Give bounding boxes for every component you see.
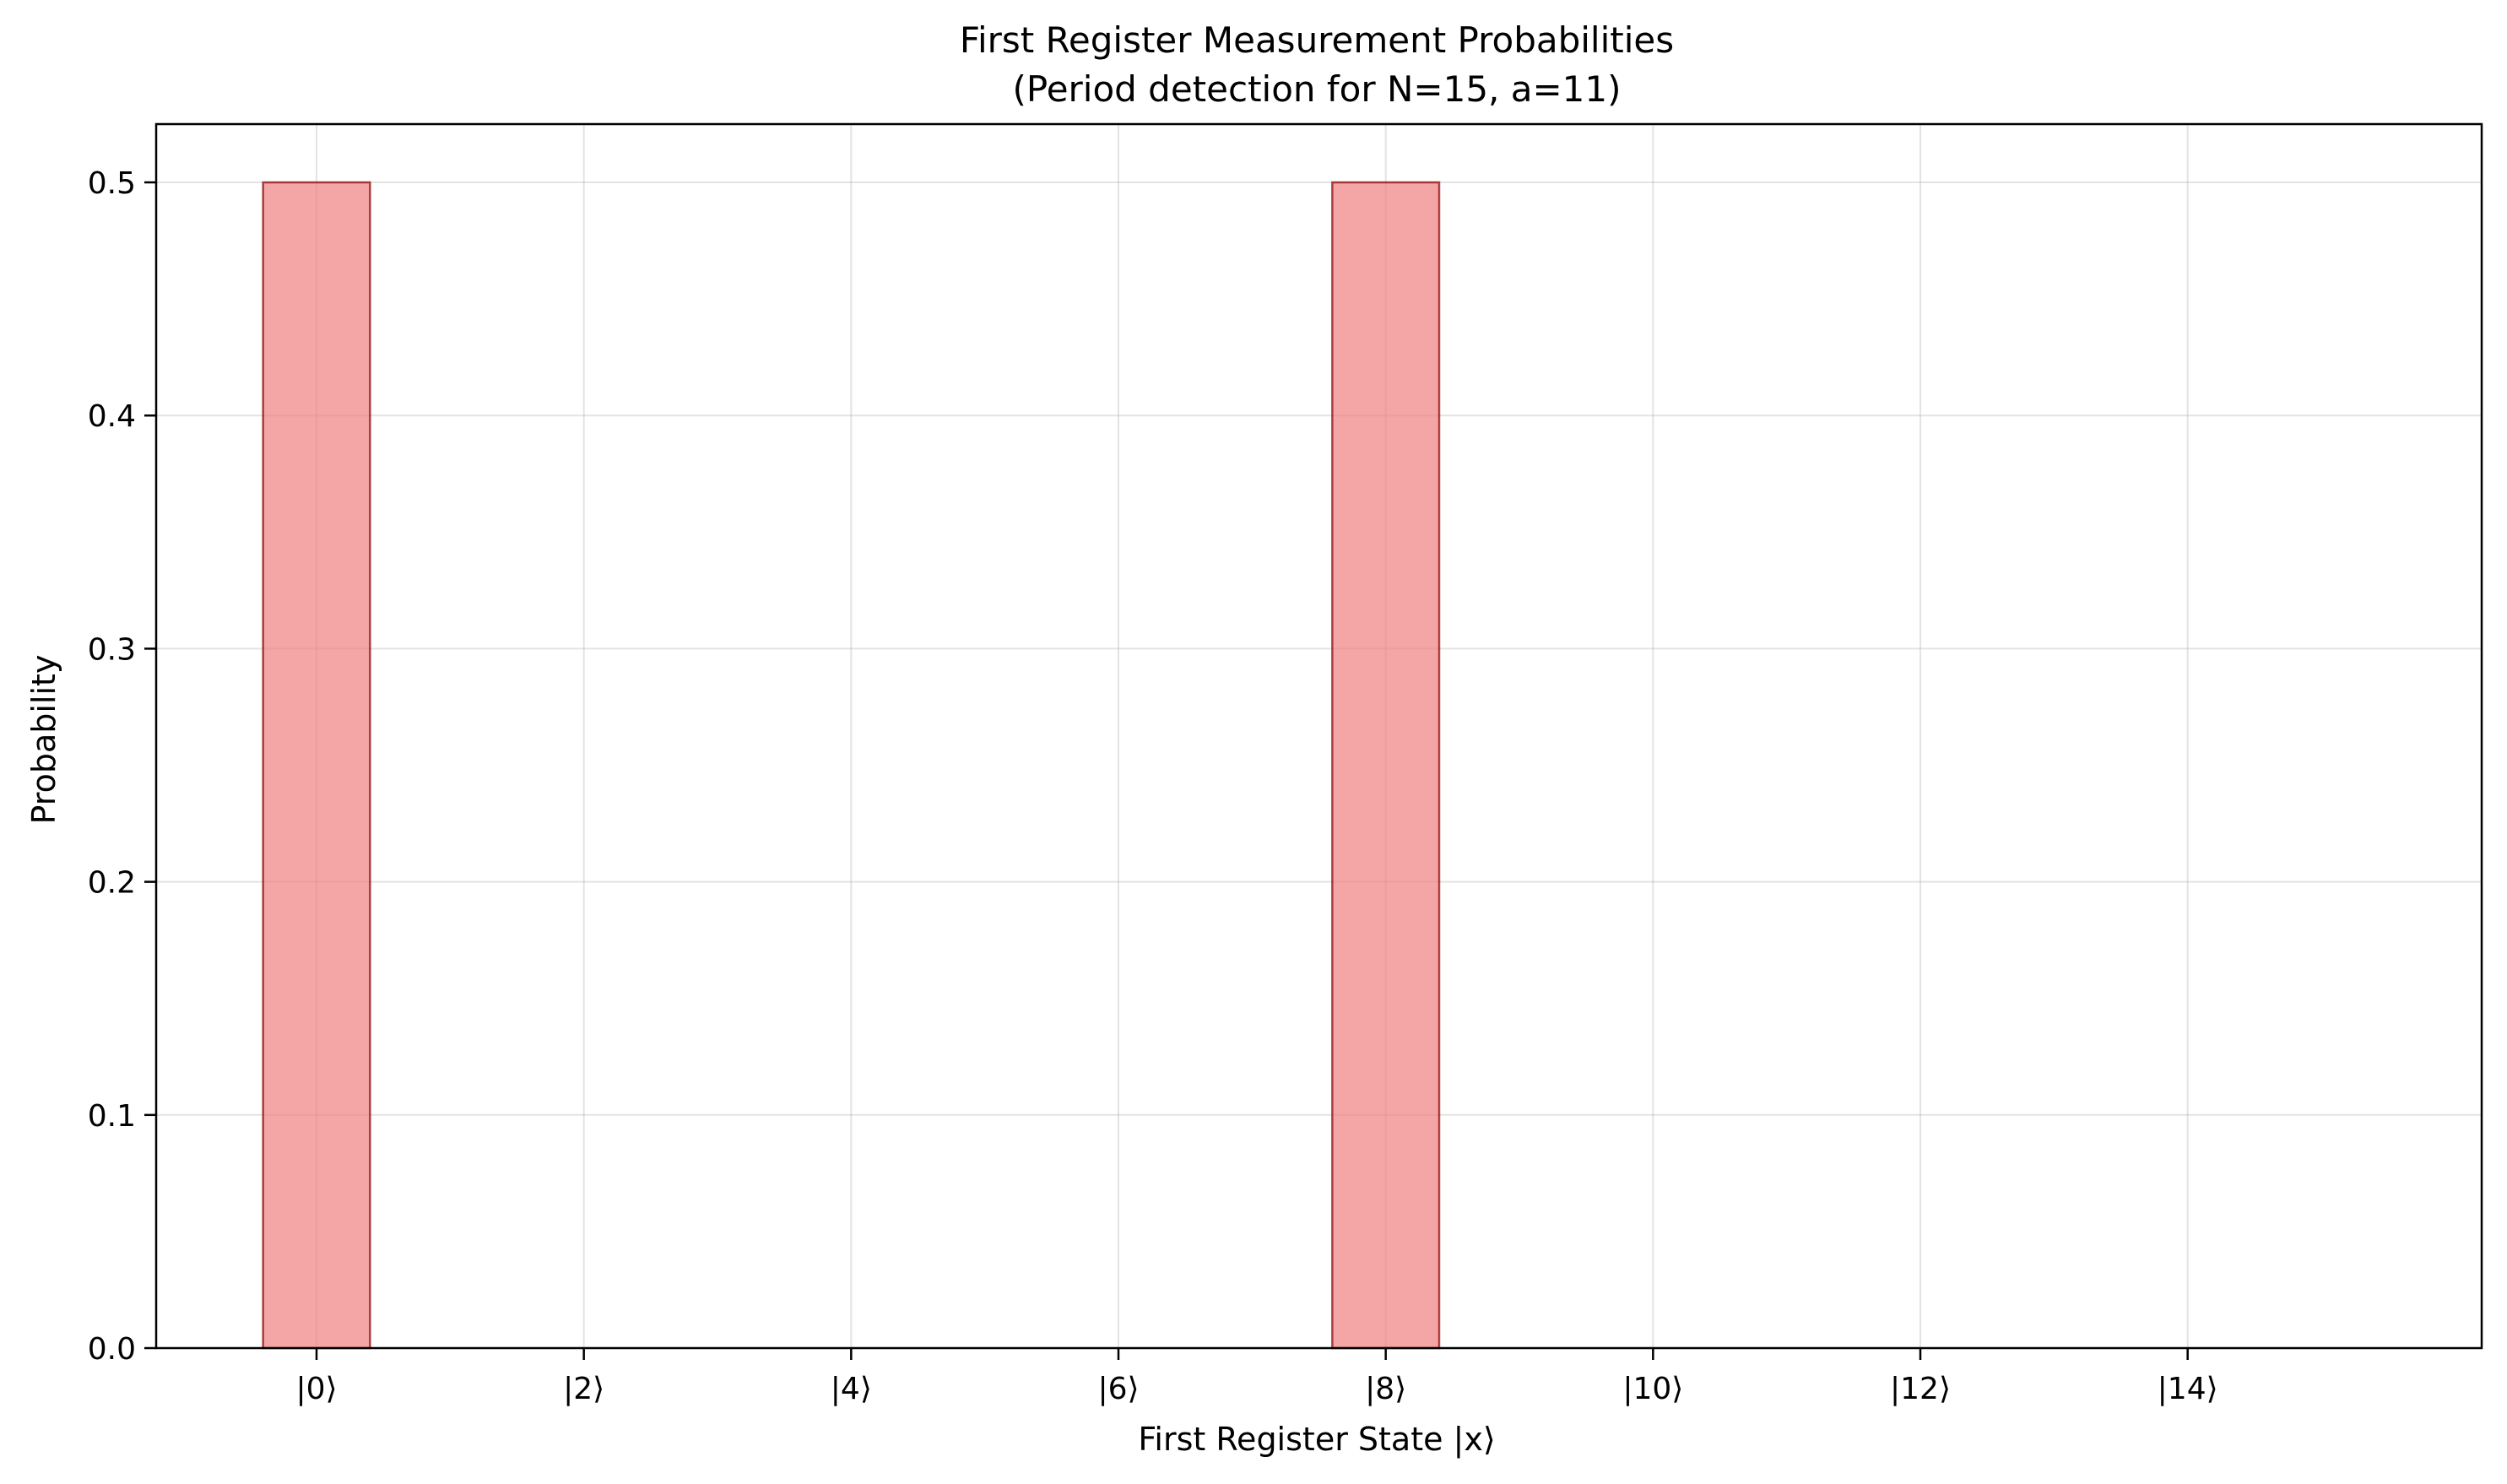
x-tick-label: |4⟩ <box>831 1372 872 1406</box>
y-tick-label: 0.0 <box>88 1332 136 1367</box>
y-axis-label: Probability <box>25 655 62 825</box>
chart-subtitle: (Period detection for N=15, a=11) <box>1012 68 1621 110</box>
x-axis-label: First Register State |x⟩ <box>1138 1421 1495 1459</box>
x-tick-label: |6⟩ <box>1097 1372 1139 1406</box>
y-axis-ticks: 0.0 0.1 0.2 0.3 0.4 0.5 <box>88 166 156 1367</box>
x-tick-label: |12⟩ <box>1890 1372 1951 1406</box>
bars <box>262 181 1441 1350</box>
x-tick-label: |10⟩ <box>1622 1372 1683 1406</box>
grid-lines <box>156 124 2482 1349</box>
x-axis-ticks: |0⟩ |2⟩ |4⟩ |6⟩ |8⟩ |10⟩ |12⟩ |14⟩ <box>295 1348 2218 1406</box>
y-tick-label: 0.4 <box>88 399 136 434</box>
plot-frame <box>154 122 2483 1350</box>
chart-title: First Register Measurement Probabilities <box>960 19 1674 61</box>
y-tick-label: 0.3 <box>88 632 136 667</box>
y-tick-label: 0.1 <box>88 1099 136 1134</box>
x-tick-label: |0⟩ <box>295 1372 337 1406</box>
y-tick-label: 0.5 <box>88 166 136 201</box>
bar <box>1331 181 1441 1350</box>
x-tick-label: |8⟩ <box>1365 1372 1406 1406</box>
x-tick-label: |2⟩ <box>563 1372 604 1406</box>
y-tick-label: 0.2 <box>88 866 136 901</box>
bar <box>262 181 371 1350</box>
x-tick-label: |14⟩ <box>2158 1372 2218 1406</box>
